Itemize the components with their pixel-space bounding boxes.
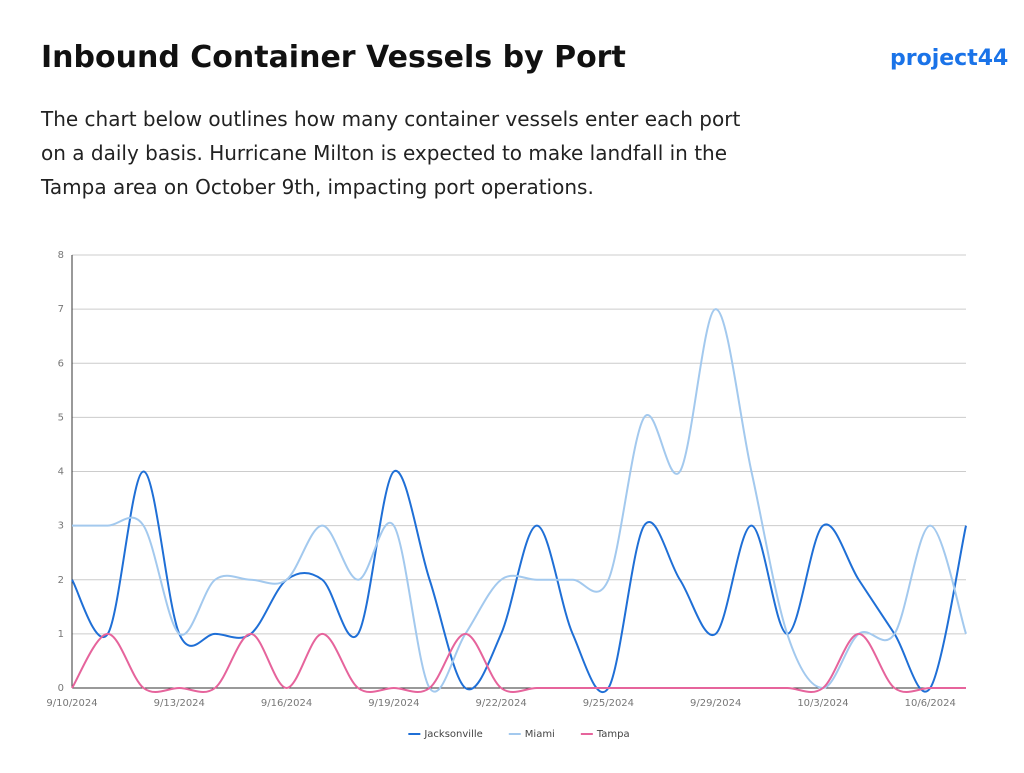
x-tick-label: 9/19/2024 [368, 698, 419, 709]
subtitle-line: on a daily basis. Hurricane Milton is ex… [41, 141, 727, 165]
subtitle-line: Tampa area on October 9th, impacting por… [40, 175, 594, 199]
legend-label: Tampa [596, 729, 630, 740]
x-tick-label: 10/6/2024 [905, 698, 956, 709]
x-tick-label: 9/13/2024 [154, 698, 205, 709]
y-tick-label: 8 [58, 250, 64, 261]
y-tick-label: 6 [58, 358, 64, 369]
logo: project44 [890, 46, 1008, 71]
title: Inbound Container Vessels by Port [41, 40, 626, 75]
legend-label: Miami [525, 729, 555, 740]
y-tick-label: 5 [58, 412, 64, 423]
x-tick-label: 9/22/2024 [475, 698, 526, 709]
y-tick-label: 1 [58, 629, 64, 640]
subtitle-line: The chart below outlines how many contai… [40, 107, 740, 131]
y-tick-label: 2 [58, 575, 64, 586]
series-line [71, 632, 966, 693]
x-tick-label: 9/29/2024 [690, 698, 741, 709]
x-tick-label: 10/3/2024 [797, 698, 848, 709]
y-tick-label: 0 [58, 683, 64, 694]
y-tick-label: 4 [58, 467, 64, 478]
x-tick-label: 9/16/2024 [261, 698, 312, 709]
legend-label: Jacksonville [423, 729, 482, 740]
y-tick-label: 3 [58, 521, 64, 532]
series-line [71, 470, 967, 693]
x-tick-label: 9/10/2024 [46, 698, 97, 709]
y-tick-label: 7 [58, 304, 64, 315]
x-tick-label: 9/25/2024 [583, 698, 634, 709]
